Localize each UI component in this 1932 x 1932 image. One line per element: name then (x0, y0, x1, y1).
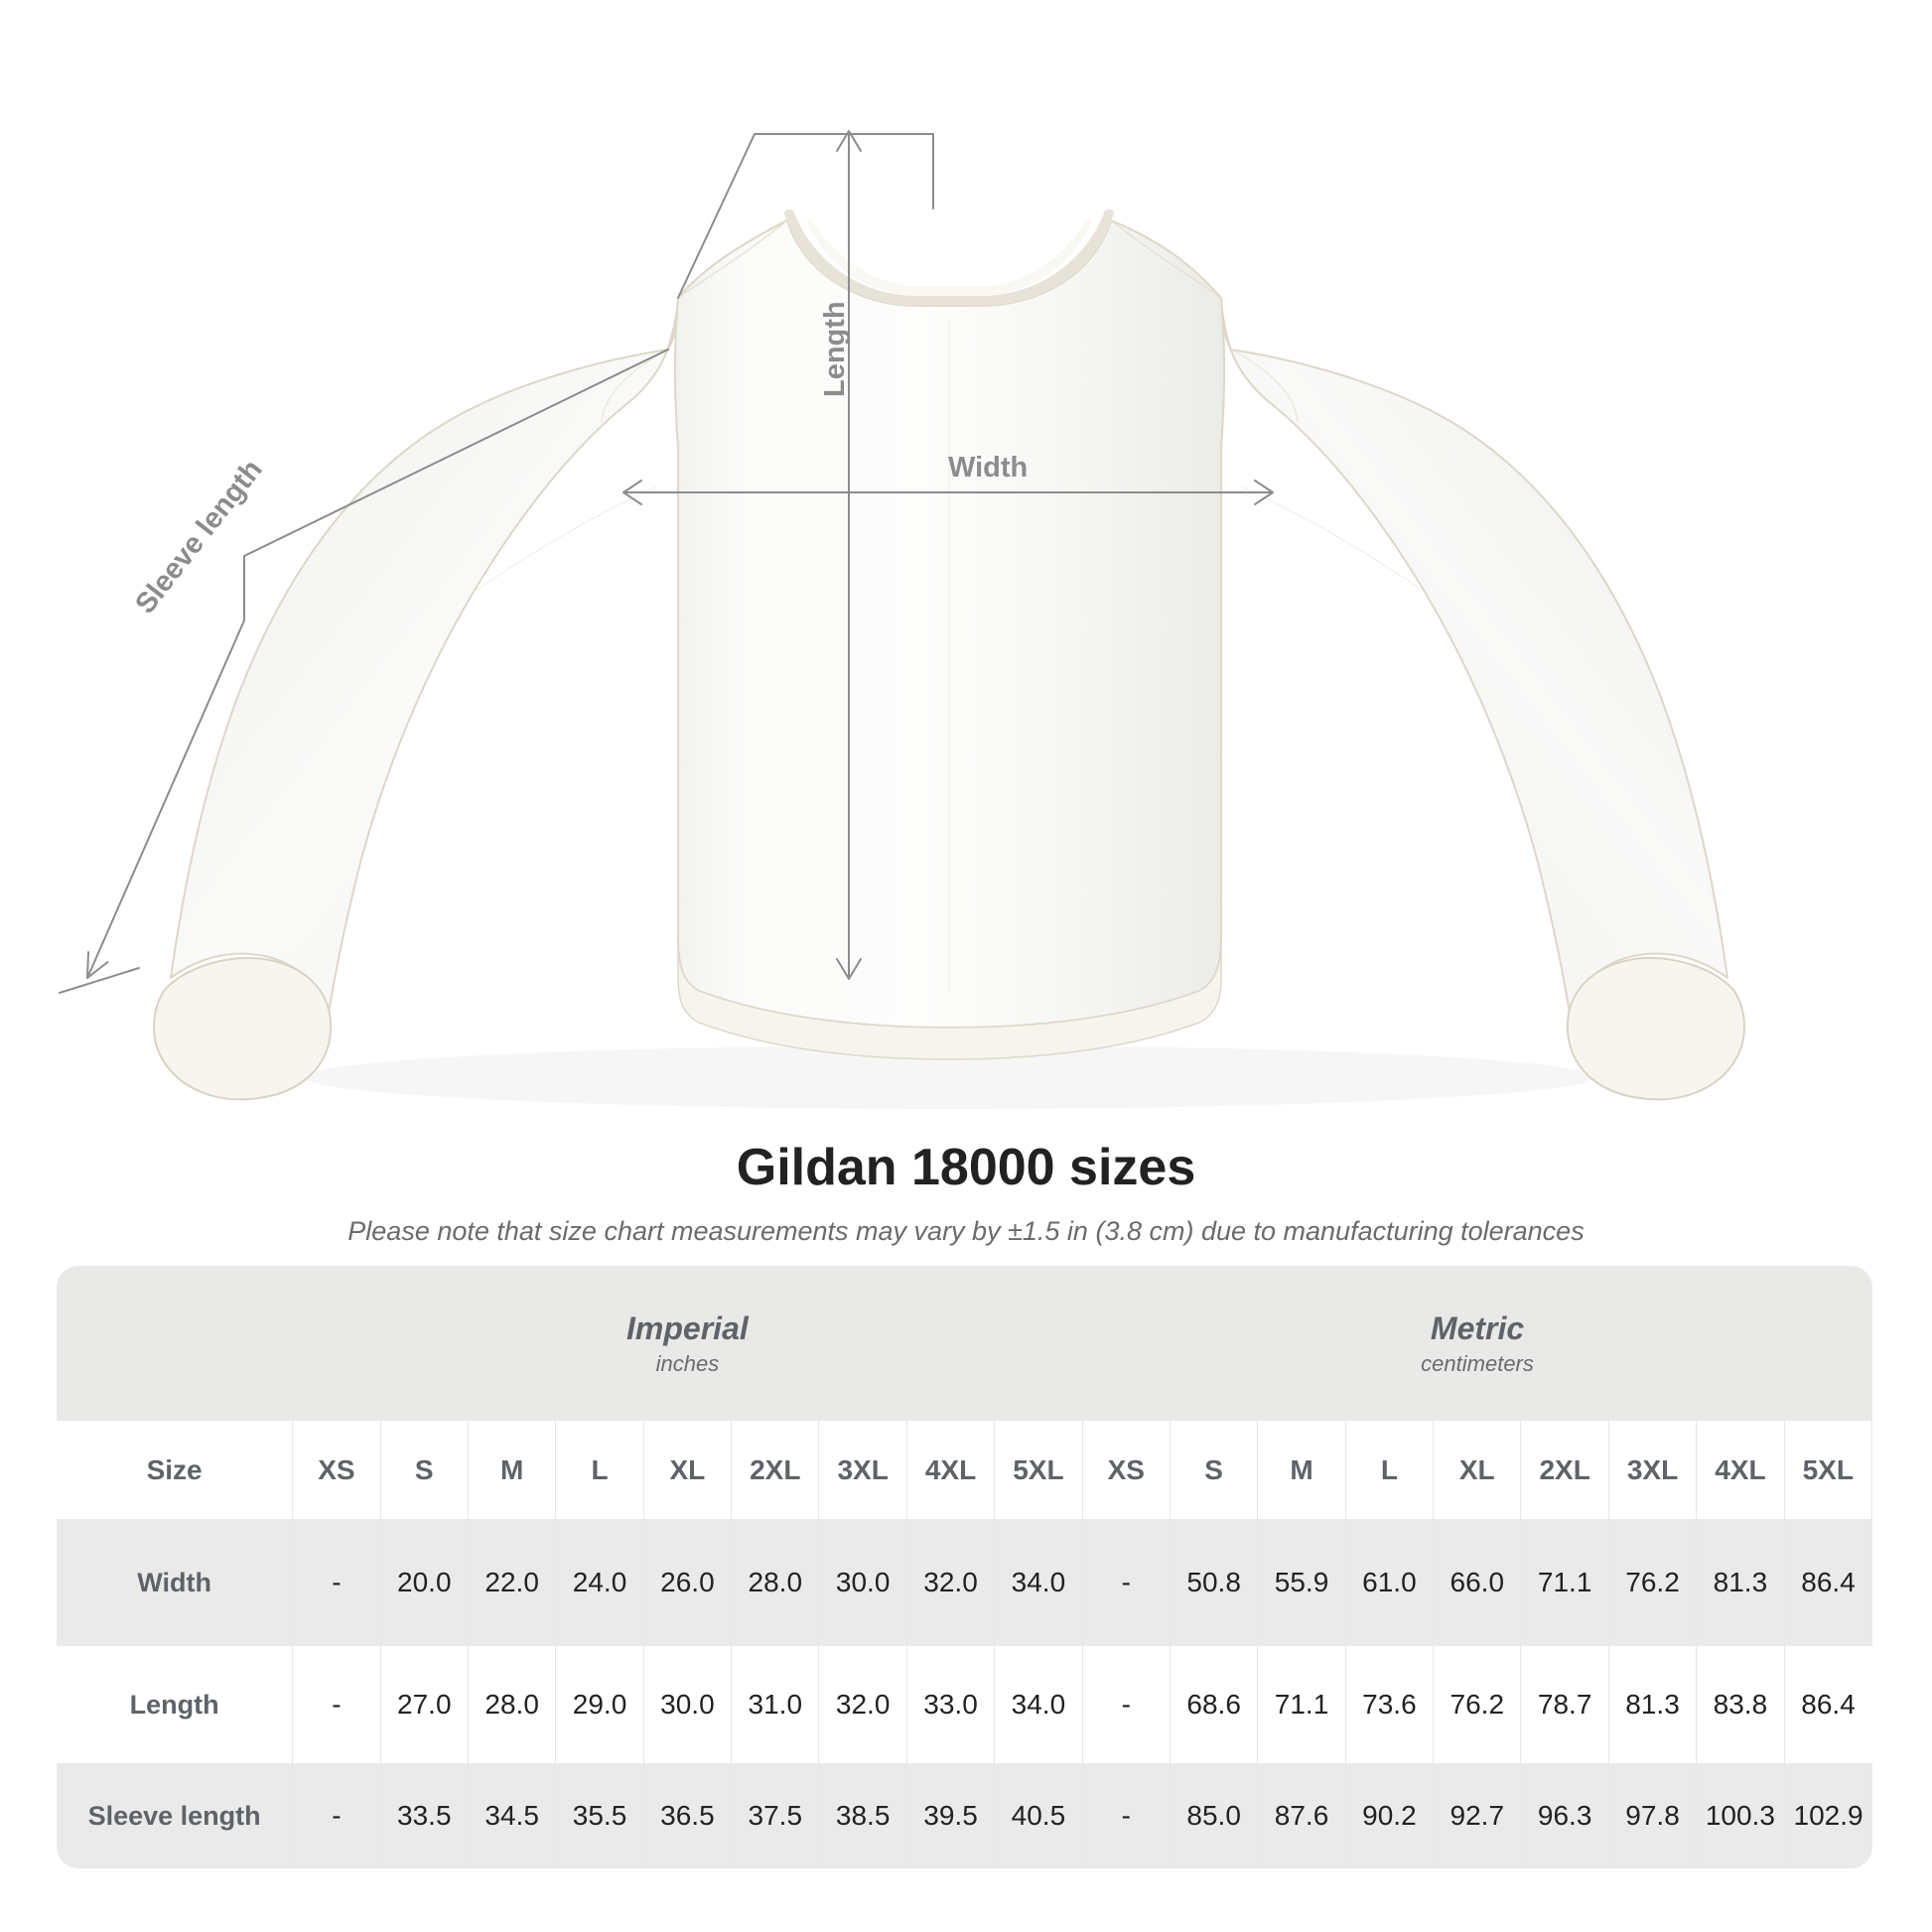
svg-text:Width: Width (948, 452, 1028, 483)
svg-text:Length: Length (819, 301, 851, 397)
svg-text:Sleeve length: Sleeve length (129, 454, 268, 620)
